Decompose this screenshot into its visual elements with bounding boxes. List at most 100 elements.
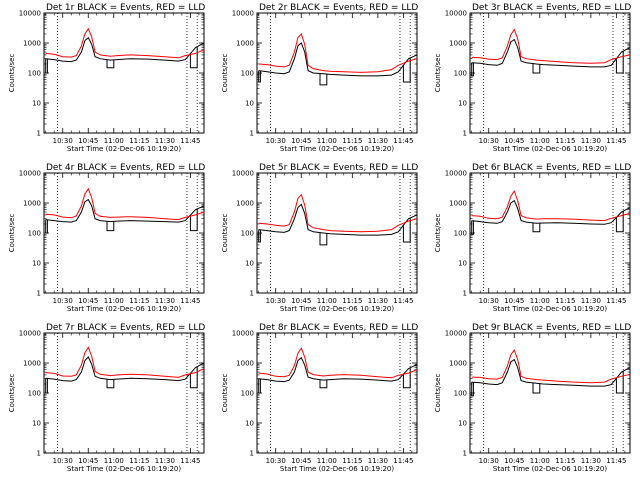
series-events-line: [258, 203, 418, 236]
x-tick-label: 10:30: [53, 137, 73, 145]
y-tick-label: 10000: [445, 170, 467, 178]
series-lld-line: [45, 187, 205, 221]
series-events-dip: [45, 378, 48, 394]
x-axis-label: Start Time (02-Dec-06 10:19:20): [280, 145, 394, 153]
x-tick-label: 11:00: [104, 297, 124, 305]
series-events-dip: [471, 220, 474, 235]
chart-panel-3: Det 3r BLACK = Events, RED = LLD 1 10 100 10…: [434, 3, 631, 153]
series-events-dip: [106, 221, 115, 232]
y-tick-label: 100: [454, 70, 467, 78]
series-events-line: [471, 199, 631, 225]
series-lld-line: [471, 28, 631, 64]
x-tick-label: 11:45: [180, 297, 200, 305]
series-events-dip: [189, 366, 198, 389]
x-tick-label: 11:15: [129, 297, 149, 305]
series-events-dip: [471, 62, 474, 77]
panel-title: Det 6r BLACK = Events, RED = LLD: [472, 163, 631, 173]
y-axis-label: Counts/sec: [221, 214, 229, 253]
panel-title: Det 4r BLACK = Events, RED = LLD: [46, 163, 205, 173]
series-lld-line: [45, 346, 205, 378]
x-tick-label: 11:15: [129, 137, 149, 145]
x-tick-label: 11:15: [342, 137, 362, 145]
series-events-dip: [402, 217, 411, 243]
series-lld-line: [471, 190, 631, 222]
y-tick-label: 1: [250, 450, 254, 458]
y-tick-label: 10000: [232, 170, 254, 178]
x-tick-label: 10:30: [479, 297, 499, 305]
series-events-dip: [258, 70, 261, 83]
series-events-line: [45, 198, 205, 223]
panel-title: Det 5r BLACK = Events, RED = LLD: [259, 163, 418, 173]
series-events-dip: [319, 379, 328, 389]
x-tick-label: 11:45: [393, 297, 413, 305]
series-events-dip: [402, 57, 411, 83]
x-tick-label: 11:15: [342, 297, 362, 305]
series-events-dip: [258, 378, 261, 394]
chart-panel-6: Det 6r BLACK = Events, RED = LLD 1 10 100 10…: [434, 163, 631, 313]
series-events-line: [471, 38, 631, 68]
x-tick-label: 11:00: [317, 297, 337, 305]
x-tick-label: 11:30: [581, 137, 601, 145]
x-tick-label: 11:15: [555, 457, 575, 465]
x-tick-label: 11:00: [530, 457, 550, 465]
x-tick-label: 11:30: [581, 297, 601, 305]
series-events-dip: [106, 59, 115, 69]
y-axis-label: Counts/sec: [8, 54, 16, 93]
y-axis-label: Counts/sec: [434, 214, 442, 253]
y-tick-label: 10000: [19, 170, 41, 178]
series-events-line: [45, 36, 205, 63]
series-events-dip: [189, 46, 198, 69]
y-tick-label: 100: [454, 390, 467, 398]
chart-panel-7: Det 7r BLACK = Events, RED = LLD 1 10 100 10…: [8, 323, 205, 473]
series-events-dip: [319, 232, 328, 246]
x-tick-label: 11:30: [155, 297, 175, 305]
panel-title: Det 1r BLACK = Events, RED = LLD: [46, 3, 205, 13]
series-events-dip: [106, 379, 115, 389]
panel-title: Det 9r BLACK = Events, RED = LLD: [472, 323, 631, 333]
x-tick-label: 11:00: [317, 137, 337, 145]
chart-panel-4: Det 4r BLACK = Events, RED = LLD 1 10 100 10…: [8, 163, 205, 313]
y-tick-label: 1: [463, 290, 467, 298]
y-tick-label: 1000: [449, 40, 467, 48]
x-tick-label: 11:15: [555, 137, 575, 145]
series-events-dip: [615, 371, 624, 394]
series-lld-line: [258, 347, 418, 379]
y-tick-label: 100: [28, 230, 41, 238]
y-tick-label: 1000: [23, 360, 41, 368]
y-tick-label: 100: [28, 390, 41, 398]
x-tick-label: 10:45: [78, 457, 98, 465]
y-tick-label: 10000: [445, 330, 467, 338]
x-tick-label: 11:00: [104, 137, 124, 145]
chart-panel-2: Det 2r BLACK = Events, RED = LLD 1 10 100 10…: [221, 3, 418, 153]
y-axis-label: Counts/sec: [8, 374, 16, 413]
x-tick-label: 11:45: [606, 297, 626, 305]
y-tick-label: 1: [37, 290, 41, 298]
x-tick-label: 11:30: [155, 137, 175, 145]
series-events-dip: [402, 367, 411, 389]
series-events-dip: [45, 58, 48, 74]
panel-title: Det 3r BLACK = Events, RED = LLD: [472, 3, 631, 13]
series-events-dip: [615, 211, 624, 233]
x-tick-label: 10:45: [78, 297, 98, 305]
series-events-dip: [45, 219, 48, 234]
x-tick-label: 10:30: [266, 137, 286, 145]
x-tick-label: 10:45: [78, 137, 98, 145]
panel-title: Det 8r BLACK = Events, RED = LLD: [259, 323, 418, 333]
x-tick-label: 11:00: [317, 457, 337, 465]
y-axis-label: Counts/sec: [434, 374, 442, 413]
series-events-dip: [532, 63, 541, 74]
y-tick-label: 1000: [236, 360, 254, 368]
chart-panel-9: Det 9r BLACK = Events, RED = LLD 1 10 100 10…: [434, 323, 631, 473]
x-tick-label: 11:45: [180, 457, 200, 465]
x-tick-label: 11:30: [368, 297, 388, 305]
y-tick-label: 1: [37, 450, 41, 458]
x-axis-label: Start Time (02-Dec-06 10:19:20): [280, 305, 394, 313]
y-tick-label: 100: [241, 230, 254, 238]
y-tick-label: 10: [245, 260, 254, 268]
series-lld-line: [258, 33, 418, 73]
x-tick-label: 11:30: [368, 137, 388, 145]
x-tick-label: 10:30: [479, 137, 499, 145]
y-tick-label: 10000: [445, 10, 467, 18]
x-axis-label: Start Time (02-Dec-06 10:19:20): [67, 145, 181, 153]
